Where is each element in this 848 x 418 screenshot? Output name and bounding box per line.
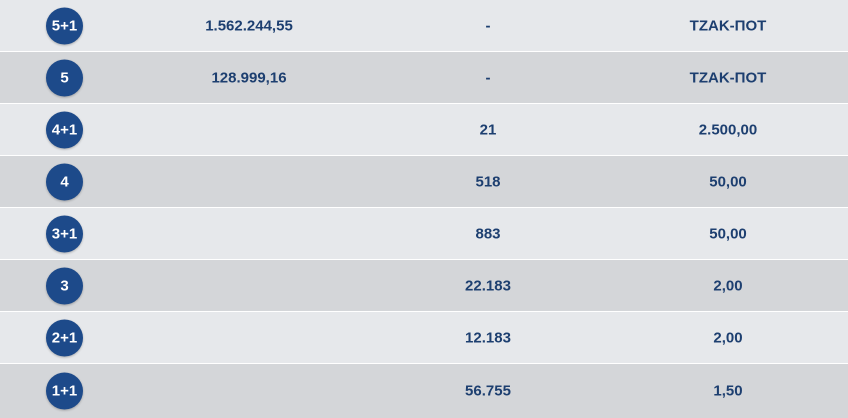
prize-amount: ΤΖΑΚ-ΠΟΤ [689, 69, 767, 86]
jackpot-amount: 128.999,16 [211, 69, 287, 86]
category-badge: 5+1 [46, 7, 83, 44]
prize-amount: 2,00 [713, 277, 743, 294]
category-badge: 1+1 [46, 372, 83, 410]
table-row: 5 128.999,16 - ΤΖΑΚ-ΠΟΤ [0, 52, 848, 104]
jackpot-amount: 1.562.244,55 [205, 17, 293, 34]
table-row: 4+1 21 2.500,00 [0, 104, 848, 156]
prize-amount: 2.500,00 [698, 121, 758, 138]
prize-amount: 50,00 [709, 173, 747, 190]
table-row: 4 518 50,00 [0, 156, 848, 208]
winners-count: - [485, 69, 491, 86]
table-row: 1+1 56.755 1,50 [0, 364, 848, 418]
category-badge: 4+1 [46, 111, 83, 148]
category-badge: 4 [46, 163, 83, 200]
winners-count: 518 [475, 173, 501, 190]
table-row: 3 22.183 2,00 [0, 260, 848, 312]
prize-amount: 1,50 [713, 382, 743, 400]
prize-amount: 2,00 [713, 329, 743, 346]
winners-count: 56.755 [465, 382, 511, 400]
winners-count: 22.183 [465, 277, 511, 294]
category-badge: 2+1 [46, 319, 83, 356]
category-badge: 5 [46, 59, 83, 96]
winners-count: 883 [475, 225, 501, 242]
table-row: 2+1 12.183 2,00 [0, 312, 848, 364]
winners-count: 21 [479, 121, 497, 138]
winners-count: 12.183 [465, 329, 511, 346]
prize-amount: 50,00 [709, 225, 747, 242]
table-row: 5+1 1.562.244,55 - ΤΖΑΚ-ΠΟΤ [0, 0, 848, 52]
prize-amount: ΤΖΑΚ-ΠΟΤ [689, 17, 767, 34]
winners-count: - [485, 17, 491, 34]
category-badge: 3 [46, 267, 83, 304]
table-row: 3+1 883 50,00 [0, 208, 848, 260]
category-badge: 3+1 [46, 215, 83, 252]
